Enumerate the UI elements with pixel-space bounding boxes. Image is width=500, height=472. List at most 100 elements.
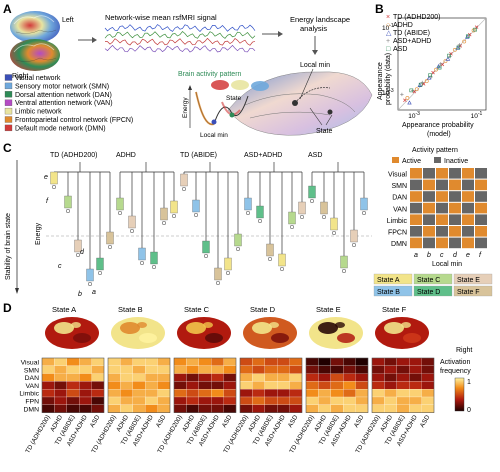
heatmap-cell — [54, 381, 67, 390]
state-leaf-box — [50, 171, 58, 185]
state-legend-swatch — [453, 273, 493, 285]
state-leaf-box — [340, 255, 348, 269]
activity-cell — [423, 168, 435, 179]
heatmap-cell — [264, 365, 278, 374]
scatter-plot: 10-3 10-1 10-1 10-3 Appearance probability (m… — [377, 14, 487, 138]
heatmap-cell — [186, 373, 199, 382]
local-min-marker — [171, 213, 177, 219]
heatmap-cell — [318, 389, 331, 398]
heatmap-cell — [157, 404, 171, 413]
local-min-marker — [257, 218, 263, 224]
state-leaf-box — [224, 257, 232, 271]
activity-col-label: e — [466, 252, 470, 259]
activity-cell — [423, 202, 435, 214]
heatmap-cell — [79, 357, 92, 366]
heatmap-cell — [198, 365, 212, 374]
heatmap-cell — [409, 396, 422, 405]
activity-cell — [449, 191, 461, 202]
heatmap-cell — [330, 396, 344, 405]
heatmap-cell — [186, 357, 199, 366]
local-min-axis-label: Local min — [432, 261, 462, 268]
y-tick-label: 10-3 — [382, 88, 394, 97]
network-color-swatch — [4, 74, 13, 81]
local-min-letter: e — [44, 174, 48, 181]
heatmap-row-label: Visual — [21, 360, 40, 367]
heatmap-cell — [239, 365, 253, 374]
heatmap-group-label: TD (ADHD200) — [24, 414, 51, 454]
activity-cell — [475, 191, 487, 202]
heatmap-cell — [91, 404, 105, 413]
activity-cell — [436, 214, 448, 225]
heatmap-cell — [120, 389, 133, 398]
activity-row-label: FPCN — [388, 230, 407, 237]
heatmap-cell — [371, 396, 385, 405]
heatmap-cell — [396, 381, 410, 390]
local-min-marker — [65, 208, 71, 214]
legend-marker-+: + — [386, 38, 390, 45]
activity-cell — [410, 191, 422, 202]
heatmap-cell — [371, 404, 385, 413]
local-min-marker — [193, 212, 199, 218]
activity-cell — [410, 214, 422, 225]
activity-cell — [436, 202, 448, 214]
heatmap-cell — [198, 396, 212, 405]
energy-axis-label: Energy — [182, 97, 189, 118]
rsfmri-signal-traces — [104, 24, 256, 53]
heatmap-cell — [305, 389, 319, 398]
heatmap-cell — [264, 404, 278, 413]
panel-label-d: D — [3, 301, 12, 315]
heatmap-cell — [66, 381, 80, 390]
heatmap-cell — [384, 396, 397, 405]
local-min-letter: f — [46, 198, 49, 205]
heatmap-cell — [41, 396, 55, 405]
activity-cell — [449, 168, 461, 179]
legend-marker-x: × — [386, 14, 390, 21]
network-color-swatch — [4, 99, 13, 106]
data-point — [467, 32, 472, 37]
heatmap-cell — [157, 389, 171, 398]
x-tick-label: 10-3 — [408, 111, 420, 120]
state-brain-map — [111, 317, 165, 349]
state-leaf-box — [266, 243, 274, 257]
x-axis-label-line1: Appearance probability — [402, 122, 474, 129]
panel-d: State A State B State C State D State E State… — [19, 305, 472, 455]
heatmap-cell — [91, 381, 105, 390]
heatmap-cell — [264, 396, 278, 405]
plot-frame — [397, 17, 487, 111]
activity-cell — [449, 214, 461, 225]
heatmap-cell — [186, 381, 199, 390]
heatmap-cell — [186, 389, 199, 398]
heatmap-cell — [41, 381, 55, 390]
heatmap-cell — [343, 389, 356, 398]
state-leaf-box — [192, 199, 200, 213]
heatmap-cell — [289, 404, 303, 413]
heatmap-frame — [41, 357, 105, 413]
heatmap-cell — [289, 381, 303, 390]
data-point — [434, 67, 438, 72]
local-min-letter: c — [58, 263, 62, 270]
local-min-marker — [309, 198, 315, 204]
heatmap-cell — [318, 404, 331, 413]
activity-cell — [436, 168, 448, 179]
heatmap-cell — [157, 381, 171, 390]
analysis-title-line1: Energy landscape — [290, 15, 350, 24]
heatmap-cell — [384, 389, 397, 398]
heatmap-cell — [120, 381, 133, 390]
heatmap-cell — [173, 389, 187, 398]
state-legend-label: State C — [417, 277, 440, 284]
state-leaf-box — [150, 251, 158, 265]
state-leaf-box — [116, 197, 124, 211]
panel-label-c: C — [3, 141, 12, 155]
heatmap-cell — [54, 365, 67, 374]
state-leaf-box — [128, 215, 136, 229]
brain-activation-region — [269, 322, 279, 328]
heatmap-cell — [264, 381, 278, 390]
active-swatch — [392, 157, 399, 163]
x-axis-label-line2: (model) — [427, 131, 451, 138]
heatmap-cell — [66, 404, 80, 413]
heatmap-cell — [384, 357, 397, 366]
activity-cell — [462, 214, 474, 225]
brain-activity-label: Brain activity pattern — [178, 71, 242, 78]
heatmap-cell — [198, 389, 212, 398]
heatmap-cell — [107, 365, 121, 374]
